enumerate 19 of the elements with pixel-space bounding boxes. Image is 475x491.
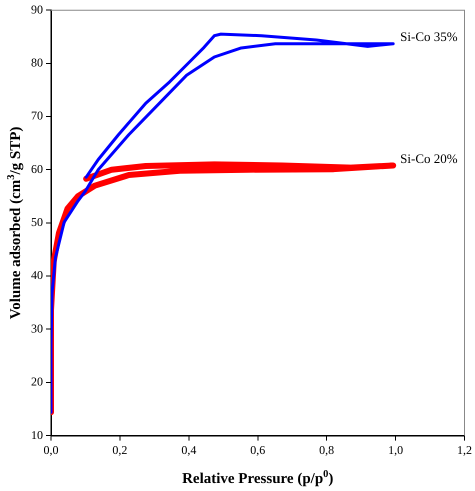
x-tick-label: 0,4 (181, 442, 196, 457)
y-tick-label: 90 (31, 2, 43, 16)
y-tick-label: 30 (31, 321, 43, 336)
y-tick-label: 10 (31, 428, 43, 442)
y-tick-label: 70 (31, 108, 43, 123)
x-tick-label: 0,2 (112, 442, 128, 457)
x-tick-label: 1,2 (457, 442, 472, 457)
series-label: Si-Co 20% (400, 150, 458, 166)
x-tick-label: 1,0 (388, 442, 404, 457)
x-tick-label: 0,0 (44, 442, 58, 457)
y-tick-label: 40 (31, 268, 43, 282)
y-tick-label: 60 (31, 162, 43, 176)
y-tick-label: 50 (31, 215, 43, 230)
x-tick-label: 0,6 (250, 442, 266, 457)
series-label: Si-Co 35% (400, 29, 458, 44)
y-axis-title: Volume adsorbed (cm3/g STP) (6, 126, 24, 320)
x-tick-label: 0,8 (319, 442, 334, 457)
y-tick-label: 80 (31, 56, 43, 70)
y-tick-label: 20 (31, 374, 43, 389)
